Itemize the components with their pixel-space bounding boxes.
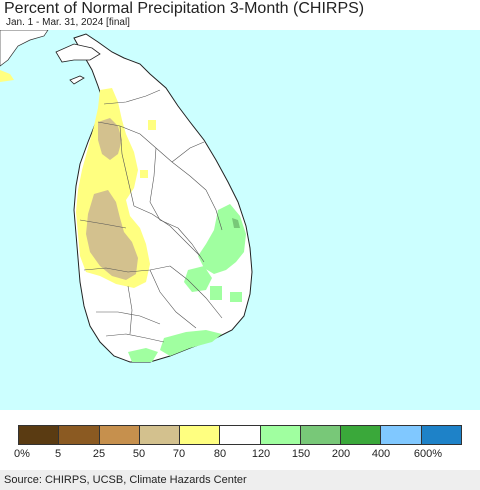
source-bar: Source: CHIRPS, UCSB, Climate Hazards Ce… (0, 470, 480, 490)
legend-swatch-5-25 (59, 426, 100, 444)
legend-swatch-50-70 (139, 426, 181, 444)
north-tan-region (98, 118, 122, 160)
district-boundaries (79, 89, 223, 343)
legend-swatch-600-plus (421, 426, 461, 444)
legend-swatch-200-400 (341, 426, 382, 444)
legend-tick: 25 (92, 448, 106, 460)
legend-swatch-150-200 (300, 426, 342, 444)
india-coast (0, 30, 49, 67)
source-text: Source: CHIRPS, UCSB, Climate Hazards Ce… (4, 474, 247, 486)
mannar-island (69, 75, 85, 85)
legend-swatch-25-50 (99, 426, 140, 444)
south-green-region (160, 330, 222, 356)
legend-tick: 120 (251, 448, 271, 460)
legend-swatch-70-80 (180, 426, 221, 444)
color-legend (18, 425, 462, 445)
legend-tick: 150 (291, 448, 311, 460)
legend-tick: 0% (14, 448, 30, 460)
legend-tick: 50 (132, 448, 146, 460)
east-green-patch (184, 266, 212, 292)
west-tan-region (86, 190, 138, 280)
legend-tick: 600% (413, 448, 443, 460)
legend-tick: 80 (213, 448, 227, 460)
east-green-speckle (230, 292, 242, 302)
legend-swatch-400-600 (381, 426, 422, 444)
legend-tick: 5 (54, 448, 62, 460)
legend-tick-labels: 0% 5 25 50 70 80 120 150 200 400 600% (0, 448, 480, 462)
east-green-coast (232, 218, 240, 228)
jaffna-peninsula (55, 43, 101, 63)
precipitation-map (0, 30, 480, 410)
india-yellow-patch (0, 70, 14, 82)
legend-tick: 70 (172, 448, 186, 460)
legend-tick: 200 (331, 448, 351, 460)
southwest-green-region (128, 348, 158, 362)
map-title: Percent of Normal Precipitation 3-Month … (4, 0, 365, 17)
legend-swatch-0-5 (19, 426, 60, 444)
legend-swatch-80-120 (220, 426, 261, 444)
legend-swatch-120-150 (260, 426, 301, 444)
legend-tick: 400 (371, 448, 391, 460)
map-subtitle: Jan. 1 - Mar. 31, 2024 [final] (6, 17, 130, 28)
yellow-speckle-1 (148, 120, 156, 130)
east-green-speckle-2 (210, 286, 222, 300)
yellow-speckle-2 (140, 170, 148, 178)
